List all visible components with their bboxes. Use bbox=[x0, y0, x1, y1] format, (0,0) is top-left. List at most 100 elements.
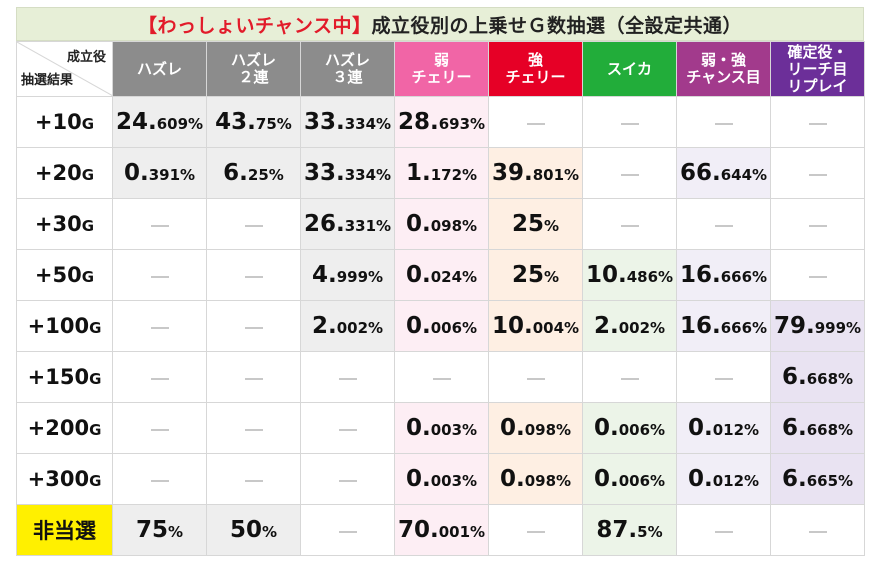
probability-fraction: 098% bbox=[524, 421, 572, 439]
row-label-value: +20 bbox=[34, 161, 82, 185]
probability-cell bbox=[770, 504, 865, 556]
table-title: 【わっしょいチャンス中】 成立役別の上乗せＧ数抽選（全設定共通） bbox=[16, 7, 864, 41]
probability-integer: 2. bbox=[593, 313, 619, 339]
column-header-text: スイカ bbox=[606, 59, 652, 78]
dash-icon bbox=[244, 377, 263, 380]
probability-cell bbox=[112, 351, 207, 403]
table-row: +150G 6.668% bbox=[16, 351, 865, 403]
probability-cell: 0.006% bbox=[394, 300, 489, 352]
dash-icon bbox=[526, 530, 545, 533]
probability-cell: 6.25% bbox=[206, 147, 301, 199]
probability-cell: 0.003% bbox=[394, 402, 489, 454]
probability-integer: 6. bbox=[223, 160, 248, 186]
probability-integer: 24. bbox=[115, 109, 157, 135]
probability-cell bbox=[676, 504, 771, 556]
probability-integer: 6. bbox=[781, 415, 807, 441]
probability-fraction: 331% bbox=[344, 217, 392, 235]
row-label-unit: G bbox=[89, 319, 102, 337]
probability-cell bbox=[300, 453, 395, 505]
table-row: +20G 0.391% 6.25% 33.334% 1.172% 39.801% 66.64… bbox=[16, 147, 865, 199]
column-header-text: 強 bbox=[527, 51, 543, 69]
dash-icon bbox=[150, 275, 169, 278]
probability-fraction: 801% bbox=[532, 166, 580, 184]
table-row: 非当選 75% 50% 70.001% 87.5% bbox=[16, 504, 865, 556]
probability-integer: 0. bbox=[405, 211, 431, 237]
row-label-unit: G bbox=[89, 472, 102, 490]
column-header-hazure-3ren: ハズレ ３連 bbox=[300, 41, 395, 97]
row-label-unit: G bbox=[81, 217, 95, 235]
row-label: +300G bbox=[16, 453, 113, 505]
probability-cell bbox=[582, 147, 677, 199]
probability-fraction: 644% bbox=[720, 166, 768, 184]
dash-icon bbox=[714, 530, 733, 533]
probability-cell bbox=[770, 249, 865, 301]
probability-cell: 0.024% bbox=[394, 249, 489, 301]
column-header-chance-me: 弱・強 チャンス目 bbox=[676, 41, 771, 97]
probability-cell bbox=[488, 96, 583, 148]
table-row: +200G 0.003% 0.098% 0.006% 0.012% 6.668% bbox=[16, 402, 865, 454]
probability-integer: 79. bbox=[773, 313, 815, 339]
column-header-text: ハズレ bbox=[230, 51, 276, 69]
probability-cell bbox=[206, 300, 301, 352]
dash-icon bbox=[244, 275, 263, 278]
probability-fraction: 024% bbox=[430, 268, 478, 286]
probability-fraction: 609% bbox=[156, 115, 204, 133]
dash-icon bbox=[150, 479, 169, 482]
probability-cell: 79.999% bbox=[770, 300, 865, 352]
probability-integer: 87. bbox=[596, 517, 638, 543]
column-header-text: 弱・強 bbox=[700, 51, 746, 69]
column-header-text: 確定役・ bbox=[787, 42, 848, 61]
probability-cell: 6.668% bbox=[770, 351, 865, 403]
probability-fraction: 668% bbox=[806, 421, 854, 439]
corner-diagonal bbox=[17, 42, 113, 96]
probability-cell: 26.331% bbox=[300, 198, 395, 250]
probability-integer: 10. bbox=[491, 313, 533, 339]
dash-icon bbox=[338, 530, 357, 533]
dash-icon bbox=[620, 377, 639, 380]
probability-cell bbox=[488, 504, 583, 556]
probability-cell: 75% bbox=[112, 504, 207, 556]
column-header-suika: スイカ bbox=[582, 41, 677, 97]
probability-cell bbox=[206, 198, 301, 250]
probability-cell bbox=[112, 402, 207, 454]
odds-table: 成立役 抽選結果 ハズレ ハズレ ２連 ハズレ ３連弱チェリー強チェリー スイカ 弱・強 チャ… bbox=[16, 41, 865, 556]
table-row: +100G 2.002% 0.006% 10.004% 2.002% 16.666% 79.… bbox=[16, 300, 865, 352]
probability-cell bbox=[112, 300, 207, 352]
probability-cell: 33.334% bbox=[300, 96, 395, 148]
probability-integer: 75 bbox=[135, 517, 168, 543]
probability-integer: 0. bbox=[405, 262, 431, 288]
probability-cell bbox=[770, 147, 865, 199]
probability-integer: 0. bbox=[405, 466, 431, 492]
probability-fraction: 334% bbox=[344, 166, 392, 184]
column-header-text: リーチ目 bbox=[787, 59, 848, 78]
probability-cell: 16.666% bbox=[676, 249, 771, 301]
dash-icon bbox=[714, 377, 733, 380]
probability-fraction: 999% bbox=[336, 268, 384, 286]
probability-fraction: 999% bbox=[814, 319, 862, 337]
dash-icon bbox=[150, 224, 169, 227]
probability-integer: 0. bbox=[593, 415, 619, 441]
column-header-text: チェリー bbox=[411, 68, 472, 86]
dash-icon bbox=[526, 122, 545, 125]
probability-cell bbox=[770, 198, 865, 250]
probability-cell: 0.098% bbox=[394, 198, 489, 250]
probability-fraction: 012% bbox=[712, 472, 760, 490]
row-label: +50G bbox=[16, 249, 113, 301]
column-header-text: リプレイ bbox=[787, 76, 848, 95]
probability-integer: 33. bbox=[303, 160, 345, 186]
probability-fraction: 75% bbox=[255, 115, 292, 133]
probability-integer: 25 bbox=[511, 211, 544, 237]
column-header-weak-cherry: 弱チェリー bbox=[394, 41, 489, 97]
probability-cell bbox=[676, 198, 771, 250]
probability-cell: 39.801% bbox=[488, 147, 583, 199]
row-label: +150G bbox=[16, 351, 113, 403]
probability-fraction: 665% bbox=[806, 472, 854, 490]
probability-cell: 87.5% bbox=[582, 504, 677, 556]
column-header-text: ２連 bbox=[238, 68, 269, 86]
probability-integer: 0. bbox=[499, 466, 525, 492]
probability-cell bbox=[582, 96, 677, 148]
probability-cell bbox=[112, 453, 207, 505]
probability-integer: 16. bbox=[679, 262, 721, 288]
dash-icon bbox=[620, 122, 639, 125]
probability-cell: 25% bbox=[488, 198, 583, 250]
